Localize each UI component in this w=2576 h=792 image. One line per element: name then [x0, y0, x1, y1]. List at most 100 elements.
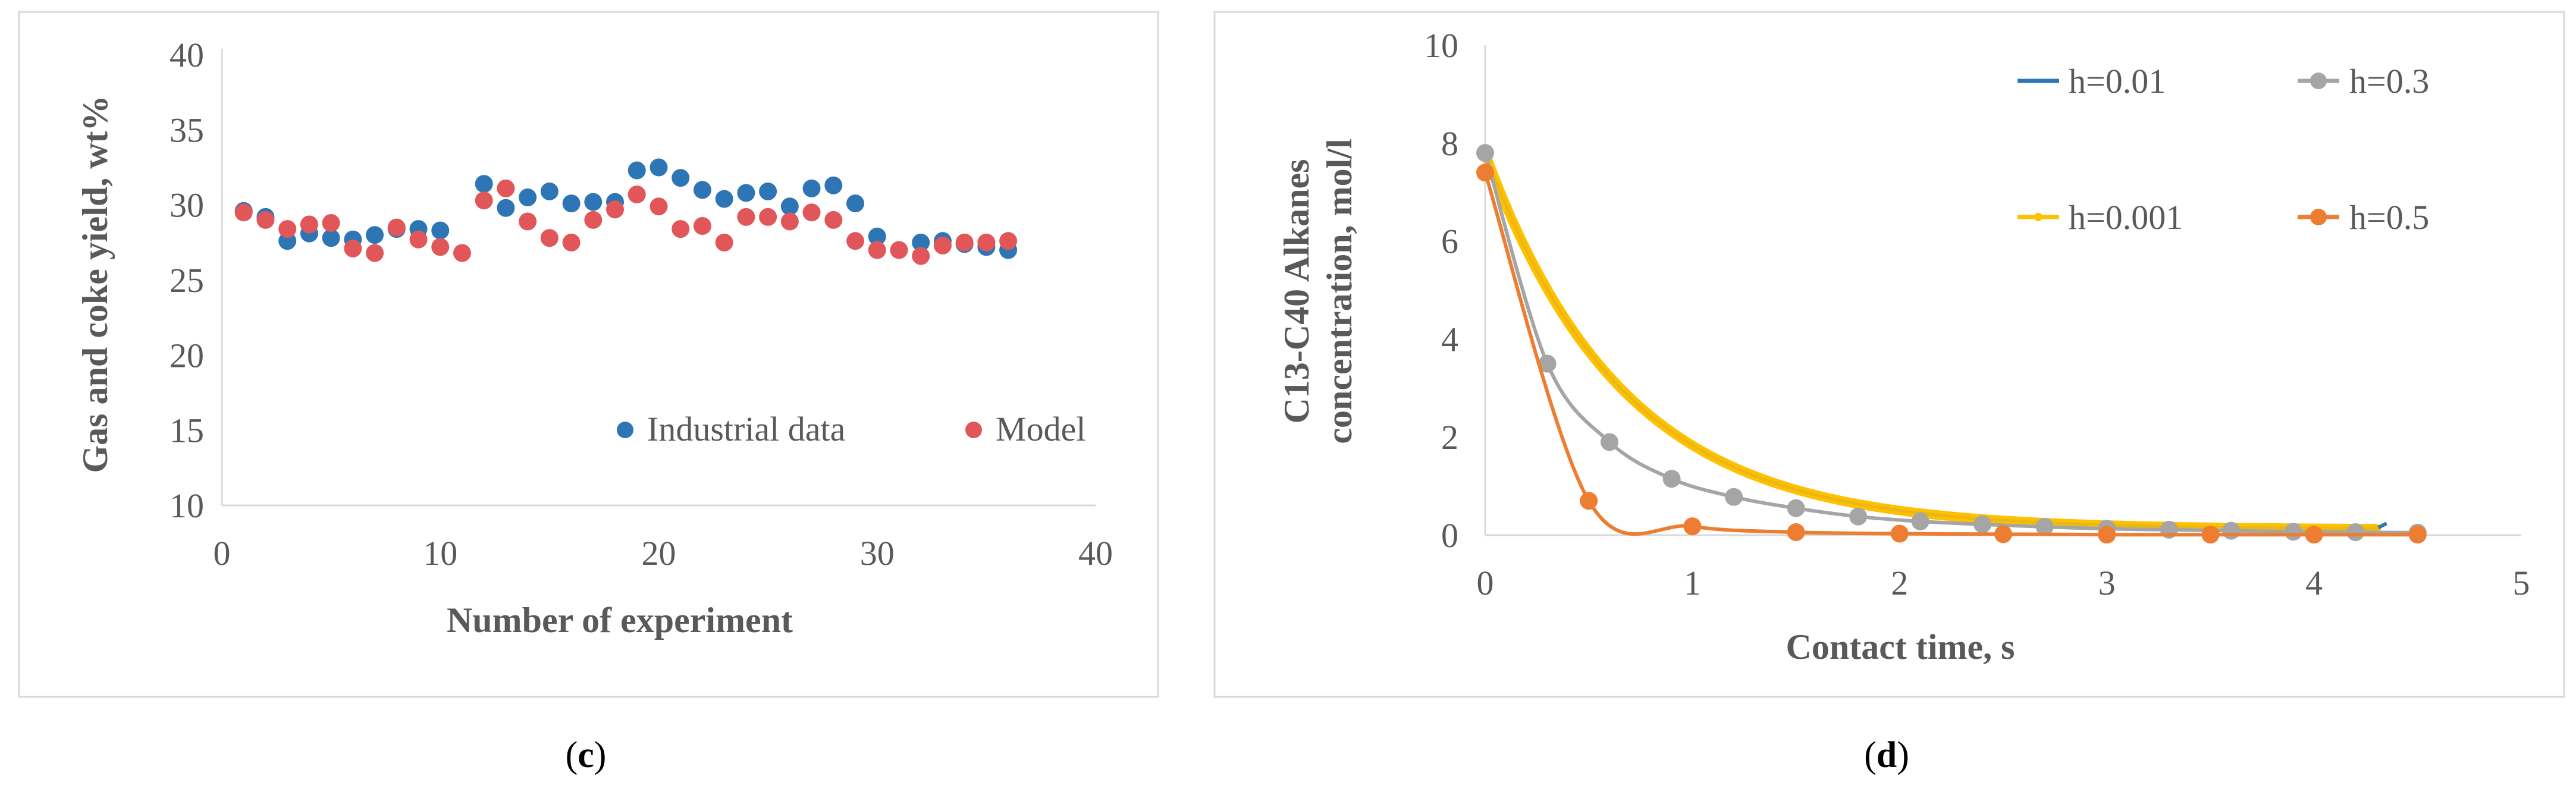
panel-c-caption: (c)	[566, 735, 607, 775]
chart-d-marks	[1476, 144, 2427, 544]
model-data-point	[977, 233, 996, 252]
chart-c-x-tick-label: 40	[1078, 534, 1113, 573]
legend-label-h001: h=0.01	[2069, 62, 2166, 100]
model-data-point	[737, 208, 755, 226]
chart-c-y-tick-label: 30	[170, 186, 204, 225]
chart-c-y-tick-label: 20	[170, 336, 204, 375]
series-point-h03	[2222, 521, 2241, 540]
chart-c-x-tick-label: 30	[860, 534, 895, 573]
industrial-data-point	[540, 182, 559, 200]
model-data-point	[650, 197, 668, 216]
model-data-point	[322, 213, 340, 232]
model-data-point	[256, 210, 275, 229]
industrial-data-point	[475, 175, 493, 193]
chart-c-y-tick-label: 10	[170, 486, 204, 525]
legend-label-h05: h=0.5	[2349, 198, 2429, 237]
chart-d-y-tick-label: 8	[1441, 124, 1458, 163]
model-data-point	[933, 236, 952, 254]
model-data-point	[759, 208, 777, 226]
legend-marker-h05	[2310, 209, 2327, 225]
industrial-data-point	[650, 158, 668, 177]
model-data-point	[344, 239, 362, 257]
industrial-data-point	[759, 182, 777, 200]
chart-c-x-tick-label: 10	[423, 534, 457, 573]
industrial-data-point	[846, 194, 865, 213]
industrial-data-point	[431, 221, 450, 240]
panel-d: 0 2 4 6 8 10 0 1 2 3 4 5 Contact time, s C13-C40 Al…	[1213, 11, 2565, 698]
series-point-h05	[1683, 517, 1702, 536]
series-point-h05	[2201, 526, 2220, 544]
industrial-data-point	[562, 194, 581, 213]
series-point-h03	[1849, 507, 1868, 526]
industrial-data-point	[824, 176, 843, 194]
model-data-point	[672, 220, 690, 238]
industrial-data-point	[672, 169, 690, 187]
panel-c-frame	[18, 11, 1159, 698]
series-point-h03	[1911, 512, 1929, 530]
series-point-h05	[1890, 524, 1909, 543]
chart-d-x-tick-label: 0	[1477, 564, 1494, 602]
chart-c-tick-labels: 10 15 20 25 30 35 40 0 10 20 30 40	[170, 36, 1113, 573]
series-point-h03	[1662, 470, 1681, 488]
chart-c-y-tick-label: 25	[170, 261, 204, 300]
legend-label-h0001: h=0.001	[2069, 198, 2183, 237]
legend-marker-h03	[2310, 73, 2327, 89]
industrial-data-point	[322, 229, 340, 247]
chart-c-y-axis-title: Gas and coke yield, wt%	[76, 95, 115, 473]
chart-d-y-tick-label: 10	[1424, 26, 1458, 65]
series-point-h03	[2346, 523, 2365, 542]
chart-d-tick-labels: 0 2 4 6 8 10 0 1 2 3 4 5	[1424, 26, 2530, 602]
series-point-h05	[1787, 523, 1805, 542]
series-point-h03	[2035, 517, 2054, 536]
model-data-point	[431, 238, 450, 256]
industrial-data-point	[802, 179, 821, 197]
industrial-data-point	[693, 181, 711, 199]
industrial-data-point	[737, 184, 755, 202]
model-data-point	[824, 210, 843, 229]
model-data-point	[912, 247, 930, 265]
chart-d-x-axis-title: Contact time, s	[1786, 627, 2015, 667]
series-point-h03	[1538, 354, 1557, 373]
model-data-point	[780, 212, 799, 231]
industrial-data-point	[519, 188, 537, 207]
industrial-data-point	[497, 199, 515, 217]
model-data-point	[519, 212, 537, 231]
chart-d-x-tick-label: 5	[2513, 564, 2530, 602]
chart-d-legend: h=0.01 h=0.3 h=0.001 h=0.5	[2017, 62, 2429, 237]
model-data-point	[693, 217, 711, 235]
model-data-point	[387, 218, 406, 237]
series-point-h05	[2098, 526, 2116, 544]
series-point-h03	[1973, 515, 1992, 533]
model-data-point	[234, 203, 253, 222]
industrial-data-point	[366, 226, 384, 244]
model-data-point	[715, 233, 733, 252]
series-point-h03	[2284, 523, 2302, 541]
model-data-point	[868, 241, 886, 259]
industrial-data-point	[780, 197, 799, 216]
legend-label-h03: h=0.3	[2349, 62, 2429, 100]
model-data-point	[409, 230, 428, 249]
legend-marker-model	[965, 422, 982, 438]
chart-c-x-tick-label: 20	[642, 534, 676, 573]
chart-c-y-tick-label: 15	[170, 411, 204, 450]
series-point-h03	[1787, 499, 1805, 517]
chart-d-x-tick-label: 4	[2305, 564, 2323, 602]
model-data-point	[300, 215, 318, 234]
chart-d-y-axis-title-line2: concentration, mol/l	[1320, 139, 1359, 444]
series-point-h05	[2408, 526, 2427, 544]
chart-d-y-tick-label: 4	[1441, 320, 1458, 359]
model-data-point	[627, 185, 646, 203]
series-point-h05	[1994, 525, 2012, 543]
series-point-h03	[1725, 488, 1743, 506]
model-data-point	[890, 241, 908, 259]
model-data-point	[540, 229, 559, 247]
industrial-data-point	[584, 193, 603, 211]
panel-c: 10 15 20 25 30 35 40 0 10 20 30 40 Number of experi…	[18, 11, 1159, 698]
industrial-data-point	[715, 190, 733, 208]
model-data-point	[802, 203, 821, 222]
chart-d-y-tick-label: 6	[1441, 222, 1458, 261]
legend-marker-industrial	[617, 422, 633, 438]
model-data-point	[606, 200, 625, 219]
